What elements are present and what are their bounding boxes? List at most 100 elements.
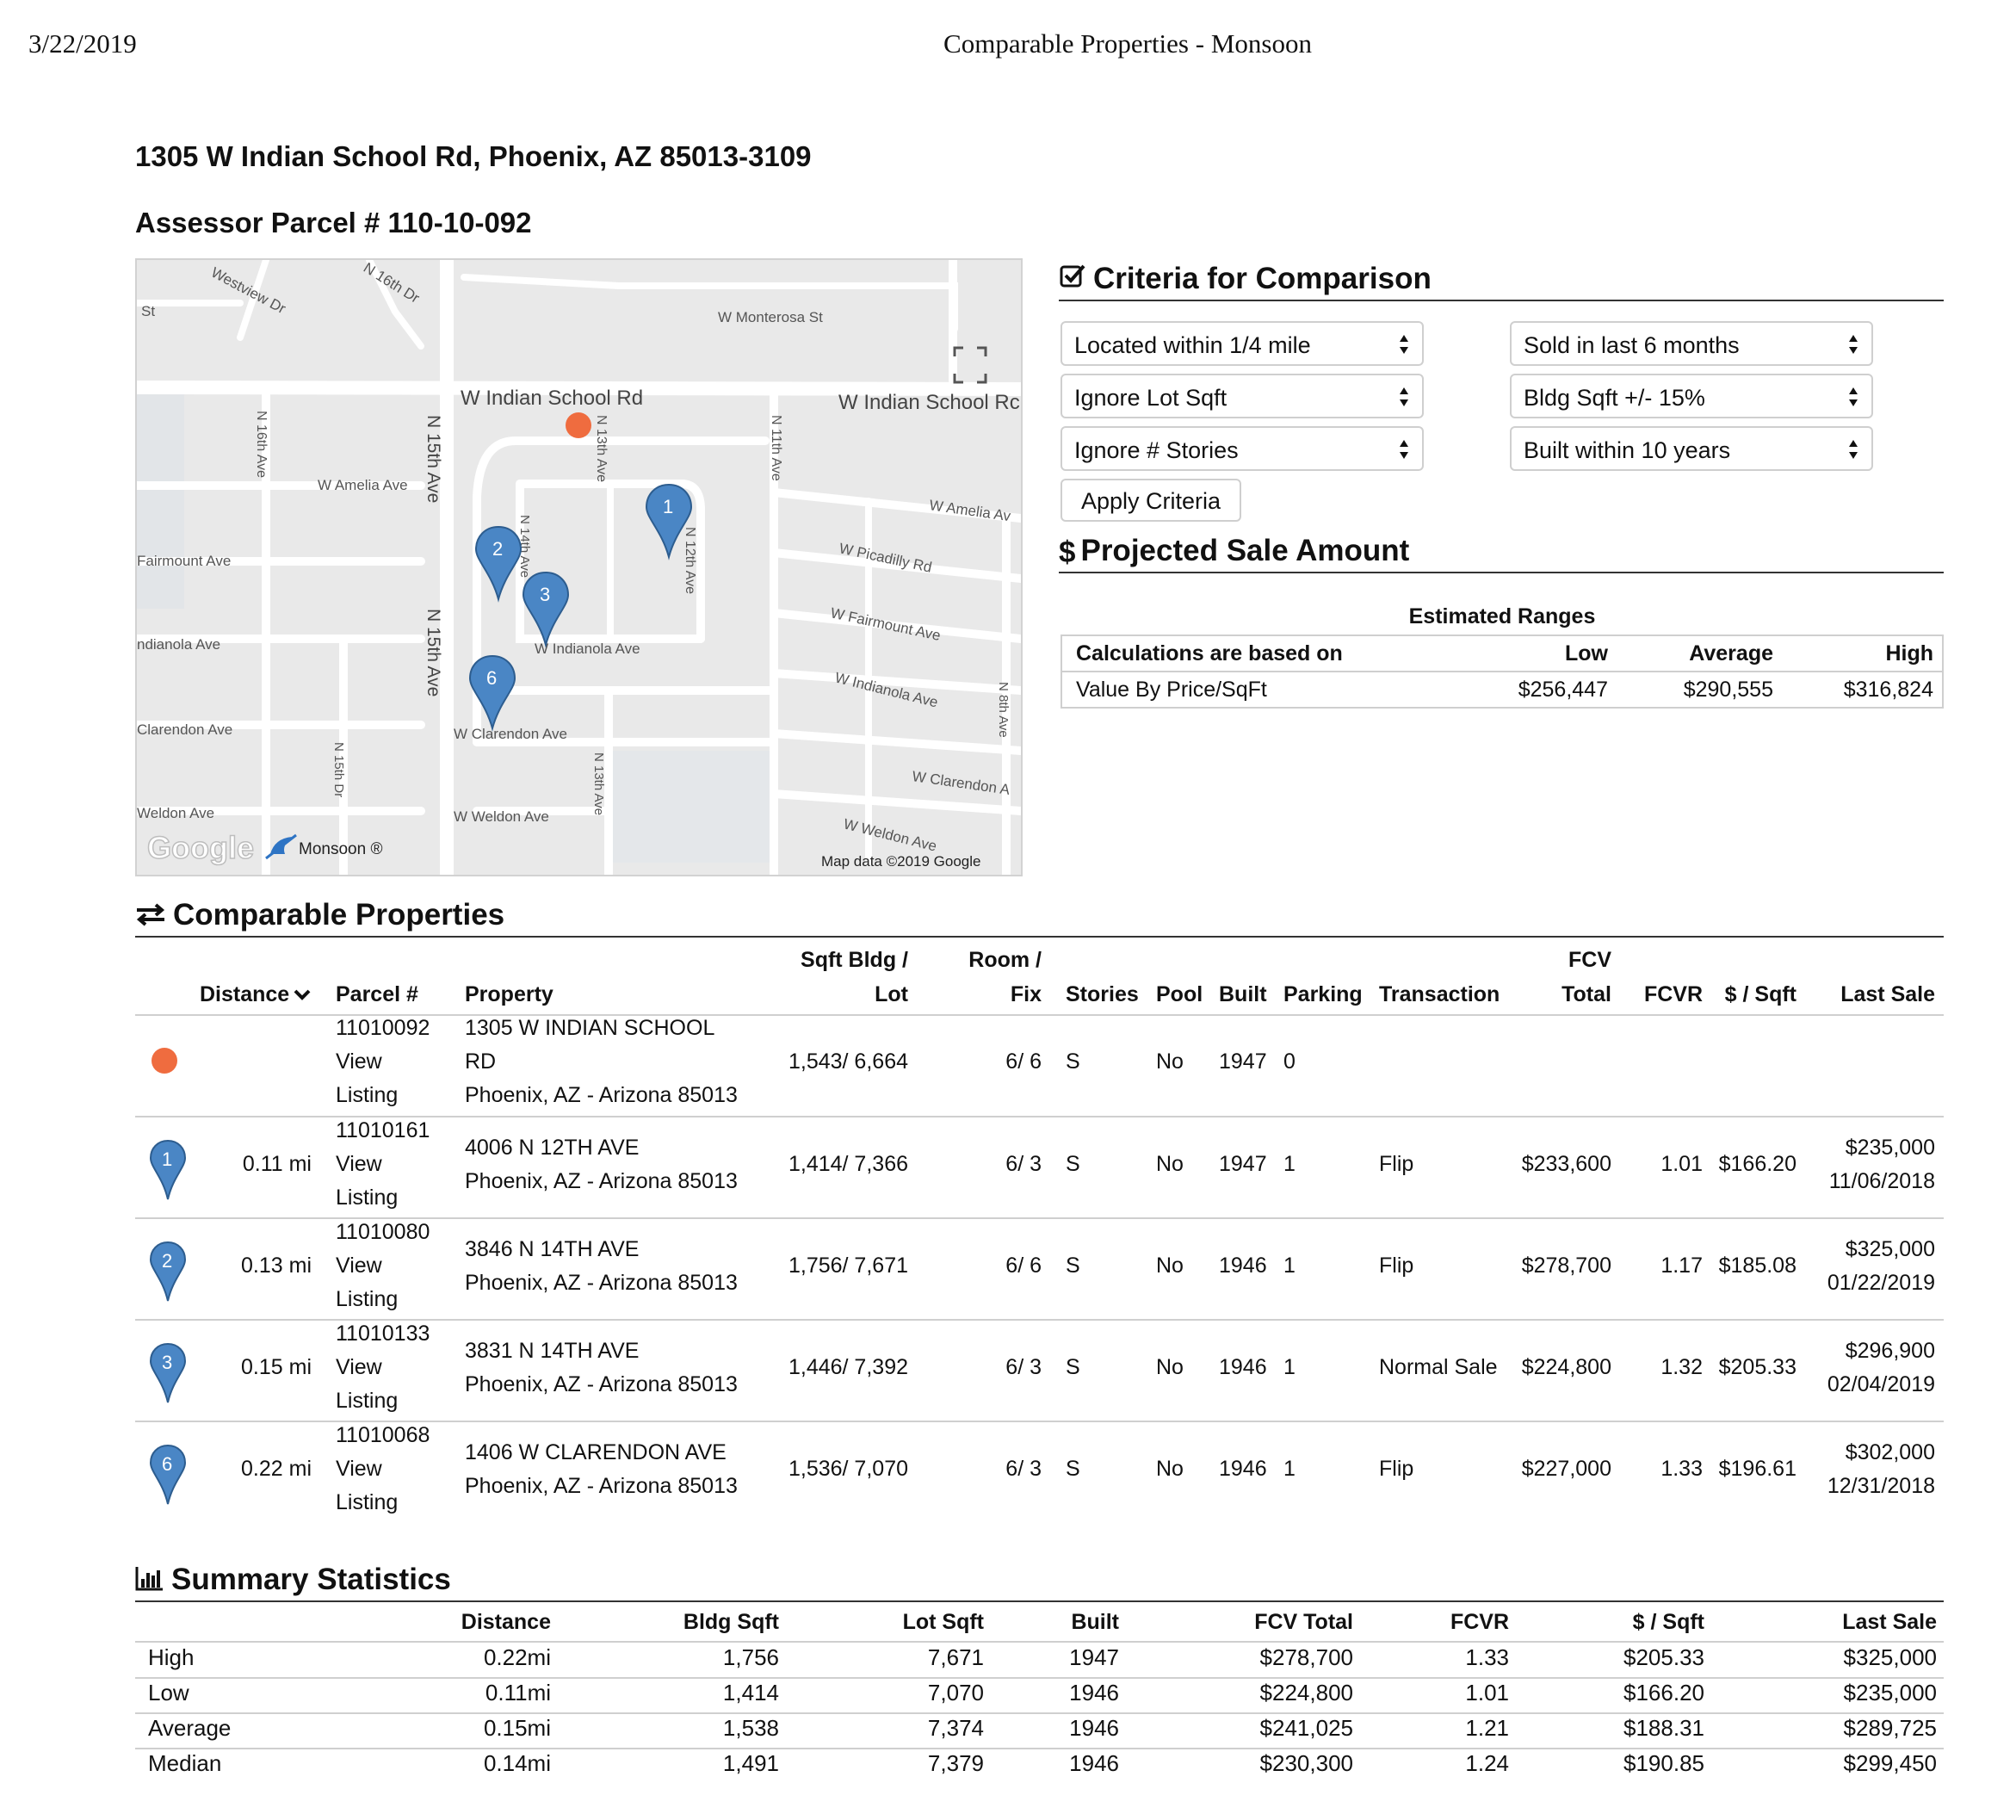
map-label: N 16th Ave — [254, 411, 269, 478]
map-canvas[interactable]: Westview Dr St N 16th Dr W Monterosa St … — [137, 260, 1021, 875]
col-fcv-line2: Total — [1561, 982, 1611, 1006]
last-sale-date: 12/31/2018 — [1827, 1474, 1935, 1498]
summary-col-header: Distance — [461, 1610, 551, 1634]
fullscreen-icon[interactable] — [953, 346, 987, 384]
summary-cell: 7,070 — [927, 1680, 984, 1705]
map-label: N 13th Ave — [591, 752, 606, 815]
sold-select-value: Sold in last 6 months — [1524, 332, 1740, 358]
view-listing-link[interactable]: Listing — [336, 1287, 399, 1311]
select-arrows-icon — [1400, 387, 1408, 406]
map-pin-icon[interactable]: 6 — [147, 1444, 189, 1506]
fcvr-value: 1.17 — [1660, 1254, 1703, 1278]
ranges-table: Calculations are based on Low Average Hi… — [1061, 635, 1944, 709]
map-label: W Indian School Rd — [461, 387, 643, 410]
col-room-line2: Fix — [1010, 982, 1042, 1006]
built-select[interactable]: Built within 10 years — [1510, 426, 1873, 471]
map-pin-icon[interactable]: 2 — [147, 1241, 189, 1303]
summary-row-label: Median — [148, 1750, 222, 1776]
view-listing-link[interactable]: Listing — [336, 1389, 399, 1413]
pool-value: No — [1156, 1152, 1184, 1176]
map-pin-3[interactable]: 3 — [522, 571, 570, 648]
view-listing-link[interactable]: View — [336, 1049, 382, 1074]
parcel-number: 11010080 — [336, 1220, 430, 1244]
map-label: Weldon Ave — [137, 805, 214, 821]
summary-cell: $190.85 — [1623, 1750, 1704, 1776]
col-property: Property — [465, 982, 553, 1006]
summary-cell: 1.01 — [1465, 1680, 1509, 1705]
sqft-value: 1,536/ 7,070 — [788, 1457, 908, 1481]
summary-cell: $230,300 — [1259, 1750, 1353, 1776]
subject-marker[interactable] — [566, 412, 591, 438]
col-built: Built — [1219, 982, 1267, 1006]
svg-text:2: 2 — [492, 538, 503, 560]
property-address: 4006 N 12TH AVE — [465, 1136, 640, 1160]
property-city: Phoenix, AZ - Arizona 85013 — [465, 1083, 738, 1107]
room-fix-value: 6/ 6 — [1005, 1049, 1042, 1074]
col-parking: Parking — [1283, 982, 1363, 1006]
apply-criteria-button[interactable]: Apply Criteria — [1061, 479, 1241, 522]
summary-cell: $325,000 — [1843, 1644, 1937, 1670]
map-pin-6[interactable]: 6 — [468, 654, 516, 732]
col-distance-sort[interactable]: Distance — [200, 982, 312, 1007]
map-pin-1[interactable]: 1 — [645, 483, 693, 560]
property-city: Phoenix, AZ - Arizona 85013 — [465, 1474, 738, 1498]
col-parcel: Parcel # — [336, 982, 418, 1006]
select-arrows-icon — [1849, 440, 1858, 459]
view-listing-link[interactable]: View — [336, 1457, 382, 1481]
lot-select[interactable]: Ignore Lot Sqft — [1061, 374, 1424, 418]
distance-select[interactable]: Located within 1/4 mile — [1061, 321, 1424, 366]
view-listing-link[interactable]: View — [336, 1254, 382, 1278]
pool-value: No — [1156, 1457, 1184, 1481]
projection-title: Projected Sale Amount — [1080, 534, 1410, 567]
summary-cell: 1,538 — [722, 1715, 779, 1741]
view-listing-link[interactable]: Listing — [336, 1185, 399, 1210]
summary-cell: 1.33 — [1465, 1644, 1509, 1670]
summary-cell: $166.20 — [1623, 1680, 1704, 1705]
col-fcvr: FCVR — [1643, 982, 1703, 1006]
summary-col-header: Lot Sqft — [902, 1610, 984, 1634]
property-address-line2: RD — [465, 1049, 497, 1074]
basis-value: Value By Price/SqFt — [1076, 678, 1267, 702]
map-pin-icon[interactable]: 1 — [147, 1139, 189, 1201]
summary-row-label: Low — [148, 1680, 189, 1705]
stories-select[interactable]: Ignore # Stories — [1061, 426, 1424, 471]
map-label: N 15th Dr — [331, 742, 346, 797]
bldg-select[interactable]: Bldg Sqft +/- 15% — [1510, 374, 1873, 418]
bar-chart-icon — [135, 1564, 164, 1599]
map-pin-2[interactable]: 2 — [474, 525, 523, 603]
last-sale-price: $325,000 — [1845, 1237, 1935, 1261]
svg-text:3: 3 — [540, 584, 550, 605]
summary-cell: 0.22mi — [483, 1644, 551, 1670]
svg-text:1: 1 — [162, 1148, 172, 1170]
view-listing-link[interactable]: View — [336, 1355, 382, 1379]
fcv-total-value: $224,800 — [1521, 1355, 1611, 1379]
last-sale-date: 11/06/2018 — [1828, 1169, 1935, 1193]
fcvr-value: 1.32 — [1660, 1355, 1703, 1379]
view-listing-link[interactable]: Listing — [336, 1083, 399, 1107]
room-fix-value: 6/ 3 — [1005, 1152, 1042, 1176]
summary-cell: $278,700 — [1259, 1644, 1353, 1670]
col-low: Low — [1565, 641, 1608, 665]
summary-cell: 7,374 — [927, 1715, 984, 1741]
distance-value: 0.15 mi — [241, 1355, 312, 1379]
table-divider — [135, 1421, 1944, 1422]
map[interactable]: Westview Dr St N 16th Dr W Monterosa St … — [135, 258, 1023, 876]
summary-cell: $299,450 — [1843, 1750, 1937, 1776]
stories-value: S — [1066, 1457, 1080, 1481]
parcel-number: 11010068 — [336, 1423, 430, 1447]
sold-select[interactable]: Sold in last 6 months — [1510, 321, 1873, 366]
pool-value: No — [1156, 1254, 1184, 1278]
last-sale-price: $296,900 — [1845, 1339, 1935, 1363]
map-attribution[interactable]: Map data ©2019 Google — [821, 853, 981, 870]
map-label: W Clarendon Ave — [454, 726, 567, 742]
average-value: $290,555 — [1683, 678, 1773, 702]
map-label: Fairmount Ave — [137, 553, 231, 569]
svg-text:1: 1 — [663, 496, 673, 517]
view-listing-link[interactable]: Listing — [336, 1490, 399, 1514]
map-pin-icon[interactable]: 3 — [147, 1342, 189, 1404]
map-label: W Monterosa St — [718, 309, 823, 325]
summary-cell: 1,414 — [722, 1680, 779, 1705]
svg-text:3: 3 — [162, 1352, 172, 1373]
view-listing-link[interactable]: View — [336, 1152, 382, 1176]
built-select-value: Built within 10 years — [1524, 437, 1731, 463]
